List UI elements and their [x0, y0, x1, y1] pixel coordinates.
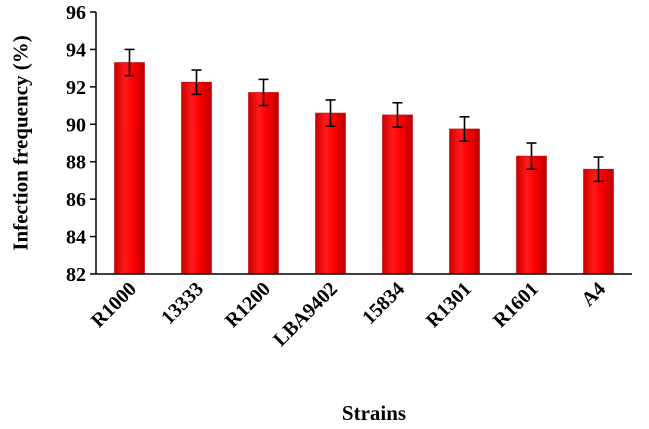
- y-axis-ticks: 82 84 86 88 90 92 94 96: [66, 2, 96, 286]
- y-tick-label: 86: [66, 189, 86, 211]
- error-bar: [392, 101, 403, 128]
- y-tick-label: 84: [66, 227, 86, 249]
- x-tick-label: R1301: [422, 278, 476, 332]
- bar: [516, 155, 547, 275]
- error-bars: [124, 48, 604, 183]
- bar: [315, 112, 346, 275]
- y-tick-label: 96: [66, 2, 86, 24]
- error-bar: [325, 99, 336, 127]
- x-tick-label: 13333: [157, 278, 208, 329]
- bar: [583, 168, 614, 275]
- axes: [95, 12, 632, 275]
- y-axis-title: Infection frequency (%): [8, 35, 32, 250]
- error-bar: [258, 78, 269, 107]
- y-tick-label: 92: [66, 77, 86, 99]
- y-tick-label: 94: [66, 39, 86, 61]
- bar: [181, 81, 212, 275]
- x-tick-label: A4: [577, 278, 610, 311]
- x-axis-title: Strains: [342, 401, 406, 425]
- x-tick-label: R1000: [87, 278, 141, 332]
- x-tick-label: R1601: [489, 278, 543, 332]
- y-tick-label: 88: [66, 152, 86, 174]
- y-tick-label: 82: [66, 264, 86, 286]
- x-tick-label: LBA9402: [269, 278, 342, 351]
- error-bar: [593, 156, 604, 183]
- x-tick-label: 15834: [358, 278, 409, 329]
- error-bar: [124, 48, 135, 77]
- bar: [382, 114, 413, 275]
- error-bar: [191, 69, 202, 96]
- bar: [449, 128, 480, 275]
- x-tick-label: R1200: [221, 278, 275, 332]
- error-bar: [526, 142, 537, 170]
- bars: [114, 62, 614, 275]
- bar: [248, 92, 279, 275]
- bar: [114, 62, 145, 275]
- error-bar: [459, 116, 470, 142]
- y-tick-label: 90: [66, 114, 86, 136]
